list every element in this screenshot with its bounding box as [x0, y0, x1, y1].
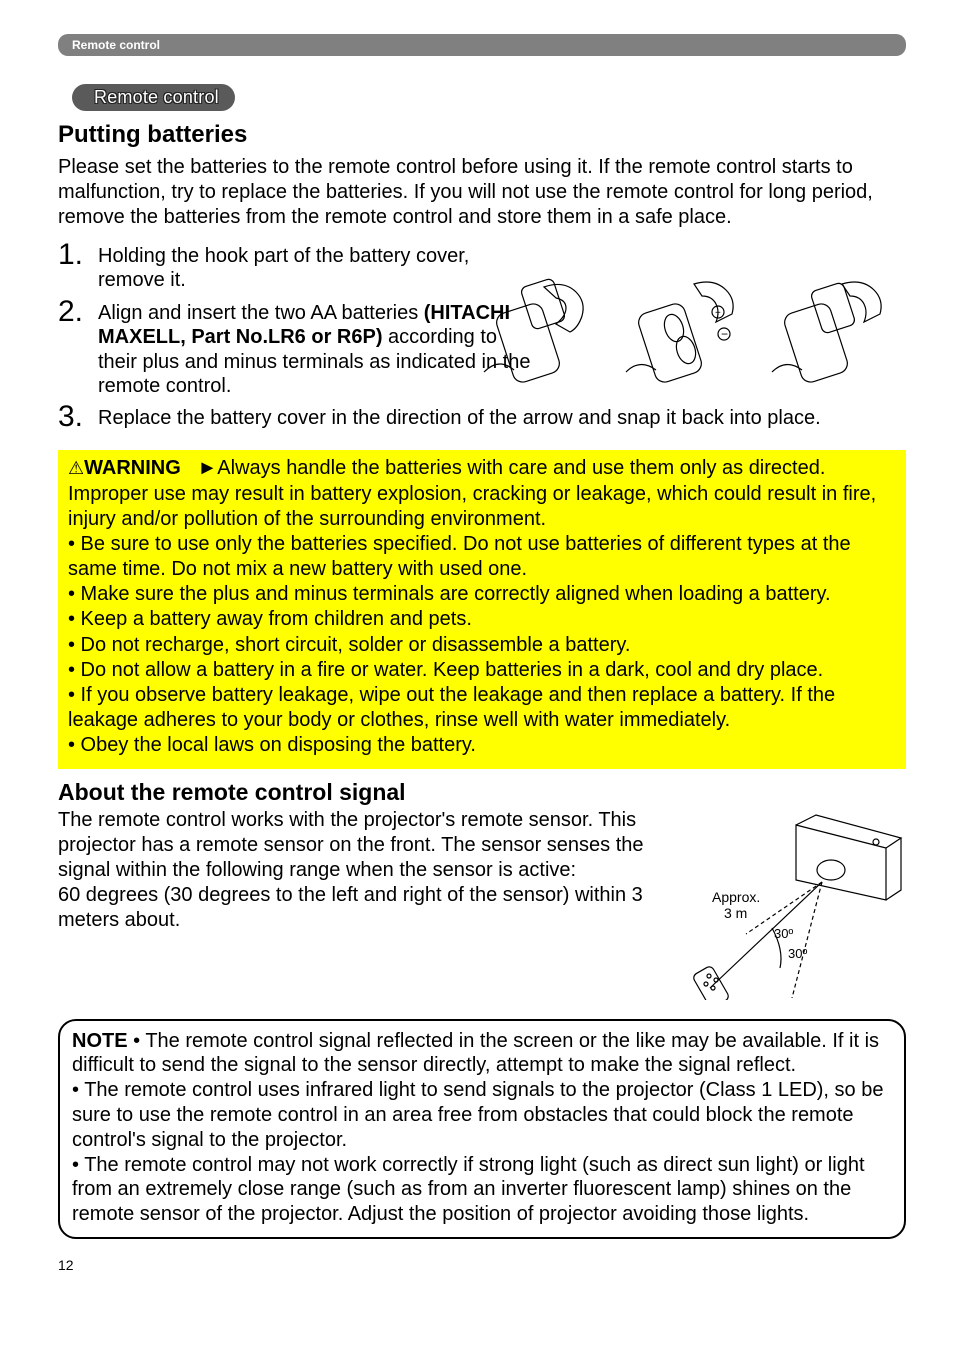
step-text: Holding the hook part of the battery cov…	[98, 240, 478, 293]
note-bullet: NOTE • The remote control signal reflect…	[72, 1029, 892, 1079]
warning-lead: ⚠WARNING ►Always handle the batteries wi…	[68, 456, 896, 532]
signal-paragraph-1: The remote control works with the projec…	[58, 808, 656, 883]
note-bullet: • The remote control uses infrared light…	[72, 1078, 892, 1152]
header-bar: Remote control	[58, 34, 906, 56]
step-number: 2.	[58, 297, 90, 399]
page-number: 12	[58, 1257, 906, 1273]
warning-box: ⚠WARNING ►Always handle the batteries wi…	[58, 450, 906, 768]
warning-bullet: • Keep a battery away from children and …	[68, 607, 896, 632]
warning-bullet: • Be sure to use only the batteries spec…	[68, 532, 896, 582]
section-title: Putting batteries	[58, 121, 906, 149]
signal-row: The remote control works with the projec…	[58, 808, 906, 1005]
step-number: 1.	[58, 240, 90, 293]
warning-bullet: • Obey the local laws on disposing the b…	[68, 733, 896, 758]
signal-diagram: Approx. 3 m 30º 30º	[666, 808, 906, 1005]
warning-arrow-icon: ►	[197, 457, 217, 479]
diagram-angle-1: 30º	[774, 926, 793, 941]
intro-paragraph: Please set the batteries to the remote c…	[58, 155, 906, 230]
signal-text-block: The remote control works with the projec…	[58, 808, 656, 1005]
step2-text-a: Align and insert the two AA batteries	[98, 302, 424, 324]
step-text: Replace the battery cover in the directi…	[98, 402, 821, 432]
step-number: 3.	[58, 402, 90, 432]
warning-bullet: • If you observe battery leakage, wipe o…	[68, 683, 896, 733]
svg-text:+: +	[715, 308, 721, 319]
note-bullet: • The remote control may not work correc…	[72, 1153, 892, 1227]
warning-lead-text: Always handle the batteries with care an…	[68, 457, 876, 529]
illustration-remove-cover	[474, 272, 614, 392]
section-badge: Remote control	[72, 84, 235, 111]
warning-bullet: • Do not allow a battery in a fire or wa…	[68, 658, 896, 683]
step-text: Align and insert the two AA batteries (H…	[98, 297, 538, 399]
battery-illustrations: + −	[474, 272, 906, 392]
illustration-replace-cover	[766, 272, 906, 392]
warning-bullet: • Make sure the plus and minus terminals…	[68, 582, 896, 607]
warning-bullet: • Do not recharge, short circuit, solder…	[68, 633, 896, 658]
subsection-title: About the remote control signal	[58, 779, 906, 806]
illustration-insert-batteries: + −	[620, 272, 760, 392]
warning-label: WARNING	[84, 457, 181, 479]
signal-diagram-svg: Approx. 3 m 30º 30º	[666, 810, 906, 1000]
page-container: Remote control Remote control Putting ba…	[0, 0, 954, 1293]
diagram-angle-2: 30º	[788, 946, 807, 961]
step-3: 3. Replace the battery cover in the dire…	[58, 402, 906, 432]
diagram-distance: 3 m	[724, 905, 747, 921]
note-label: NOTE	[72, 1030, 128, 1052]
svg-text:−: −	[721, 327, 728, 341]
note-box: NOTE • The remote control signal reflect…	[58, 1019, 906, 1239]
diagram-approx-label: Approx.	[712, 889, 760, 905]
note-text: • The remote control signal reflected in…	[72, 1030, 879, 1077]
signal-paragraph-2: 60 degrees (30 degrees to the left and r…	[58, 883, 656, 933]
warning-triangle-icon: ⚠	[68, 458, 84, 478]
